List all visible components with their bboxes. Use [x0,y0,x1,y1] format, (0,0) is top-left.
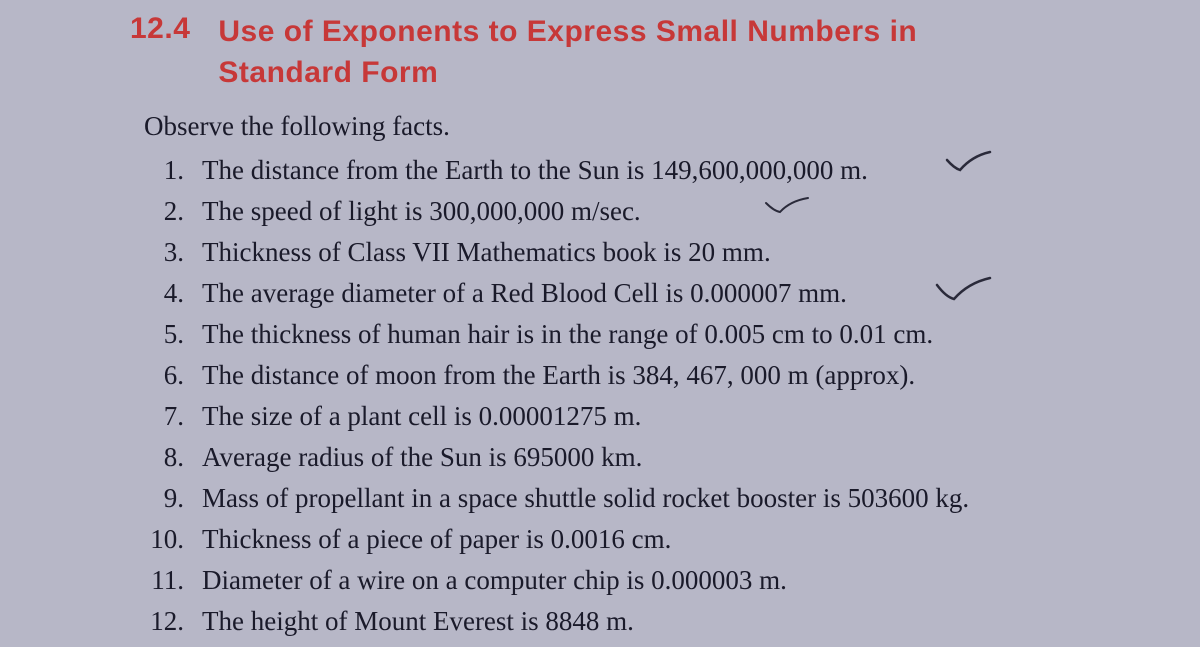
list-item: 5. The thickness of human hair is in the… [144,314,1120,355]
item-text: The height of Mount Everest is 8848 m. [202,601,1120,642]
list-item: 7. The size of a plant cell is 0.0000127… [144,396,1120,437]
heading-title-line1: Use of Exponents to Express Small Number… [218,15,917,48]
list-item: 8. Average radius of the Sun is 695000 k… [144,437,1120,478]
item-number: 5. [144,314,202,355]
item-number: 1. [144,150,202,191]
item-number: 9. [144,478,202,519]
item-number: 8. [144,437,202,478]
list-item: 3. Thickness of Class VII Mathematics bo… [144,232,1120,273]
list-item: 12. The height of Mount Everest is 8848 … [144,601,1120,642]
section-heading: 12.4 Use of Exponents to Express Small N… [130,12,1120,93]
heading-number: 12.4 [130,12,190,93]
intro-text: Observe the following facts. [144,111,1120,142]
item-number: 6. [144,355,202,396]
item-text: The average diameter of a Red Blood Cell… [202,273,1120,314]
item-number: 2. [144,191,202,232]
item-number: 4. [144,273,202,314]
item-text: Thickness of a piece of paper is 0.0016 … [202,519,1120,560]
list-item: 10. Thickness of a piece of paper is 0.0… [144,519,1120,560]
item-number: 10. [144,519,202,560]
item-text: The speed of light is 300,000,000 m/sec. [202,191,1120,232]
list-item: 11. Diameter of a wire on a computer chi… [144,560,1120,601]
item-number: 11. [144,560,202,601]
item-number: 3. [144,232,202,273]
heading-title: Use of Exponents to Express Small Number… [218,12,917,93]
item-text: The distance of moon from the Earth is 3… [202,355,1120,396]
item-text: The size of a plant cell is 0.00001275 m… [202,396,1120,437]
item-text: The thickness of human hair is in the ra… [202,314,1120,355]
list-item: 1. The distance from the Earth to the Su… [144,150,1120,191]
facts-list: 1. The distance from the Earth to the Su… [144,150,1120,642]
item-text: The distance from the Earth to the Sun i… [202,150,1120,191]
item-text: Average radius of the Sun is 695000 km. [202,437,1120,478]
item-text: Thickness of Class VII Mathematics book … [202,232,1120,273]
heading-title-line2: Standard Form [218,56,438,89]
list-item: 4. The average diameter of a Red Blood C… [144,273,1120,314]
item-number: 12. [144,601,202,642]
item-number: 7. [144,396,202,437]
list-item: 2. The speed of light is 300,000,000 m/s… [144,191,1120,232]
list-item: 6. The distance of moon from the Earth i… [144,355,1120,396]
list-item: 9. Mass of propellant in a space shuttle… [144,478,1120,519]
item-text: Mass of propellant in a space shuttle so… [202,478,1120,519]
item-text: Diameter of a wire on a computer chip is… [202,560,1120,601]
